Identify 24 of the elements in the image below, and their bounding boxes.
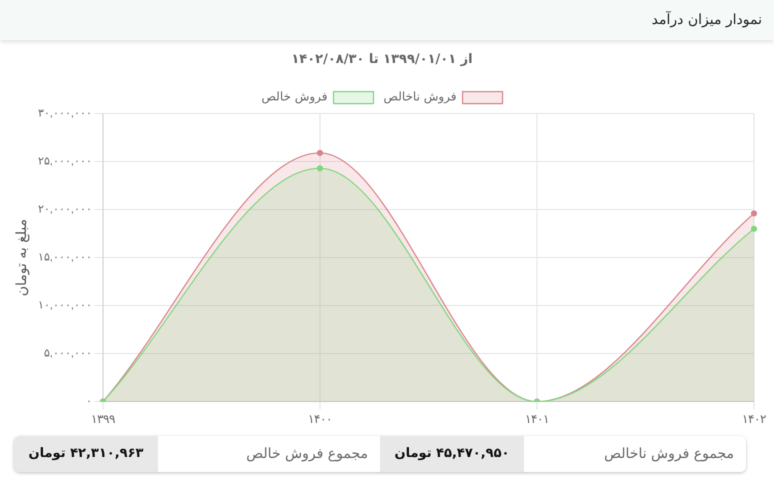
- y-tick-label: ۲۵,۰۰۰,۰۰۰: [38, 156, 92, 168]
- y-tick-label: ۲۰,۰۰۰,۰۰۰: [38, 204, 92, 216]
- text: مجموع فروش ناخالص: [524, 436, 746, 472]
- x-tick-label: ۱۴۰۱: [524, 412, 549, 426]
- x-tick-label: ۱۳۹۹: [90, 412, 115, 426]
- text: ۴۲,۳۱۰,۹۶۳ تومان: [14, 436, 158, 472]
- point: [316, 165, 324, 172]
- chart-subtitle: از ۱۳۹۹/۰۱/۰۱ تا ۱۴۰۲/۰۸/۳۰: [291, 52, 473, 68]
- y-tick-label: ۱۵,۰۰۰,۰۰۰: [38, 252, 92, 264]
- point: [750, 226, 758, 232]
- y-tick-label: ۰: [86, 396, 92, 408]
- y-tick-label: ۳۰,۰۰۰,۰۰۰: [38, 108, 92, 120]
- chart-title: نمودار میزان درآمد: [0, 0, 774, 40]
- y-tick-label: ۵,۰۰۰,۰۰۰: [44, 348, 92, 360]
- x-tick-label: ۱۴۰۰: [308, 412, 332, 426]
- legend-label: فروش ناخالص: [384, 90, 457, 104]
- x-tick-label: ۱۴۰۲: [742, 412, 766, 426]
- text: ۴۵,۴۷۰,۹۵۰ تومان: [380, 436, 524, 472]
- legend-label: فروش خالص: [261, 90, 328, 104]
- point: [316, 150, 324, 156]
- y-axis-title: مبلغ به تومان: [14, 218, 30, 296]
- y-tick-label: ۱۰,۰۰۰,۰۰۰: [38, 300, 92, 312]
- text: مجموع فروش خالص: [158, 436, 380, 472]
- point: [750, 210, 758, 217]
